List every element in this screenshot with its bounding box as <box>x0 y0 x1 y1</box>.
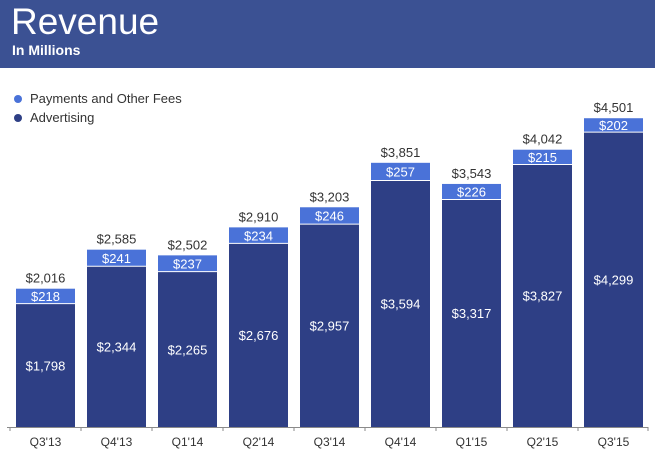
x-tick-label: Q4'13 <box>101 435 133 449</box>
legend-label-payments: Payments and Other Fees <box>30 91 182 106</box>
bar-payments <box>442 183 501 200</box>
data-label-advertising: $3,594 <box>381 297 421 312</box>
bar-payments <box>584 118 643 133</box>
bar-payments <box>300 207 359 225</box>
data-label-payments: $218 <box>31 289 60 304</box>
x-tick-label: Q2'14 <box>243 435 275 449</box>
bar-payments <box>158 255 217 272</box>
data-label-advertising: $1,798 <box>26 358 66 373</box>
data-label-advertising: $2,265 <box>168 342 208 357</box>
data-label-advertising: $3,827 <box>523 289 563 304</box>
data-label-advertising: $2,676 <box>239 328 279 343</box>
legend-item-advertising: Advertising <box>14 108 182 127</box>
bar-advertising <box>87 266 146 427</box>
bar-advertising <box>300 224 359 427</box>
legend-swatch-payments <box>14 94 22 103</box>
chart-subtitle: In Millions <box>12 42 81 58</box>
data-label-total: $2,585 <box>97 232 137 247</box>
x-tick-label: Q1'14 <box>172 435 204 449</box>
legend-label-advertising: Advertising <box>30 110 95 125</box>
bar-payments <box>371 162 430 181</box>
x-tick-label: Q3'14 <box>314 435 346 449</box>
bar-advertising <box>16 303 75 427</box>
bar-payments <box>87 249 146 267</box>
data-label-total: $3,543 <box>452 166 492 181</box>
data-label-payments: $226 <box>457 185 486 200</box>
bar-advertising <box>371 180 430 427</box>
x-tick-label: Q2'15 <box>527 435 559 449</box>
data-label-advertising: $3,317 <box>452 306 492 321</box>
x-tick-label: Q3'15 <box>598 435 630 449</box>
bar-payments <box>513 149 572 165</box>
data-label-advertising: $2,344 <box>97 340 137 355</box>
x-tick-label: Q3'13 <box>30 435 62 449</box>
data-label-total: $4,042 <box>523 132 563 147</box>
data-label-advertising: $4,299 <box>594 273 634 288</box>
legend-item-payments: Payments and Other Fees <box>14 89 182 108</box>
data-label-total: $3,203 <box>310 189 350 204</box>
data-label-payments: $237 <box>173 256 202 271</box>
legend-swatch-advertising <box>14 113 22 122</box>
x-tick-label: Q1'15 <box>456 435 488 449</box>
bar-advertising <box>442 199 501 427</box>
data-label-total: $2,016 <box>26 271 66 286</box>
data-label-payments: $246 <box>315 209 344 224</box>
bar-advertising <box>229 243 288 427</box>
bar-advertising <box>513 164 572 427</box>
bar-advertising <box>158 271 217 427</box>
data-label-payments: $234 <box>244 228 273 243</box>
data-label-payments: $257 <box>386 165 415 180</box>
bar-advertising <box>584 132 643 428</box>
data-label-total: $4,501 <box>594 100 634 115</box>
data-label-total: $3,851 <box>381 145 421 160</box>
data-label-payments: $215 <box>528 150 557 165</box>
data-label-payments: $241 <box>102 251 131 266</box>
data-label-total: $2,502 <box>168 237 208 252</box>
chart-title: Revenue <box>11 1 160 42</box>
legend: Payments and Other Fees Advertising <box>14 89 182 127</box>
x-tick-label: Q4'14 <box>385 435 417 449</box>
data-label-total: $2,910 <box>239 209 279 224</box>
data-label-advertising: $2,957 <box>310 319 350 334</box>
bar-payments <box>229 227 288 244</box>
bar-payments <box>16 288 75 304</box>
chart-header: Revenue In Millions <box>0 0 655 68</box>
data-label-payments: $202 <box>599 118 628 133</box>
